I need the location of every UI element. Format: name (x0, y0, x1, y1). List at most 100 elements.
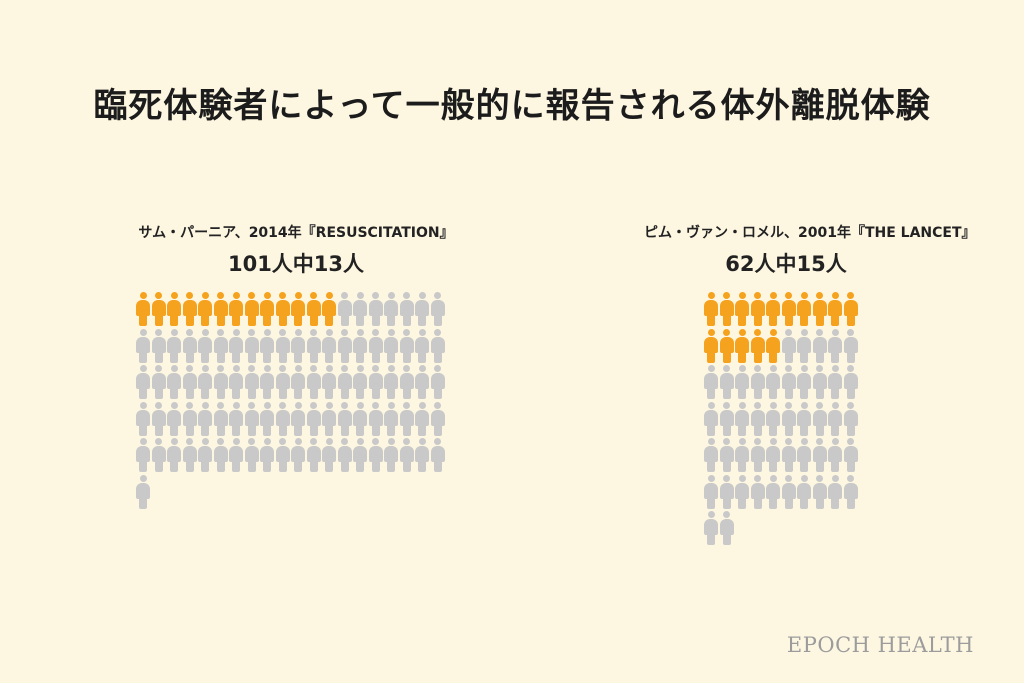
person-icon (843, 401, 858, 436)
person-icon (182, 328, 197, 363)
person-icon (182, 365, 197, 399)
person-icon (291, 328, 305, 363)
person-icon (136, 328, 150, 363)
person-icon (213, 401, 228, 436)
study-source: ピム・ヴァン・ロメル、2001年『THE LANCET』 (644, 225, 976, 241)
person-icon (322, 438, 336, 472)
person-icon-highlighted (322, 292, 336, 326)
person-icon (430, 401, 445, 436)
person-icon (766, 438, 780, 472)
person-icon (229, 438, 243, 472)
person-icon (415, 292, 429, 326)
epoch-health-logo: EPOCH HEALTH (786, 633, 974, 657)
person-icon (843, 328, 858, 363)
person-icon (415, 365, 429, 399)
person-icon (151, 365, 166, 399)
person-icon (399, 365, 414, 399)
person-icon (719, 474, 734, 509)
person-icon (136, 474, 150, 509)
person-icon (797, 474, 811, 509)
person-icon (275, 401, 290, 436)
person-icon (198, 401, 212, 436)
person-icon (244, 401, 259, 436)
person-icon (244, 328, 259, 363)
person-icon-highlighted (750, 328, 765, 363)
person-icon (306, 438, 321, 472)
person-icon (244, 365, 259, 399)
person-icon (229, 328, 243, 363)
person-icon (812, 401, 827, 436)
person-icon (337, 328, 352, 363)
person-icon (322, 328, 336, 363)
person-icon (353, 292, 367, 326)
person-icon (750, 474, 765, 509)
person-icon (735, 401, 749, 436)
person-icon (306, 365, 321, 399)
person-icon-highlighted (704, 328, 718, 363)
person-icon (213, 328, 228, 363)
person-icon (291, 438, 305, 472)
person-icon (704, 474, 718, 509)
person-icon (275, 438, 290, 472)
person-icon (399, 292, 414, 326)
person-icon (368, 365, 383, 399)
person-icon-highlighted (766, 292, 780, 326)
person-icon (368, 438, 383, 472)
person-icon-highlighted (151, 292, 166, 326)
study-panel-van-lommel: ピム・ヴァン・ロメル、2001年『THE LANCET』 62人中15人 (644, 222, 976, 545)
person-icon-highlighted (198, 292, 212, 326)
person-icon (337, 438, 352, 472)
person-icon (828, 474, 842, 509)
person-icon (384, 438, 398, 472)
study-ratio: 101人中13人 (227, 252, 365, 276)
person-icon (415, 328, 429, 363)
person-icon (828, 328, 842, 363)
person-icon (167, 328, 181, 363)
person-icon (229, 401, 243, 436)
person-icon (781, 401, 796, 436)
person-icon (399, 328, 414, 363)
person-icon (750, 365, 765, 399)
person-icon (828, 438, 842, 472)
person-icon (781, 474, 796, 509)
person-icon-highlighted (260, 292, 274, 326)
study-panel-parnia: サム・パーニア、2014年『RESUSCITATION』 101人中13人 (136, 222, 456, 509)
person-icon (399, 438, 414, 472)
person-icon (384, 292, 398, 326)
person-icon-highlighted (781, 292, 796, 326)
person-icon (719, 438, 734, 472)
person-icon (353, 365, 367, 399)
person-icon (151, 401, 166, 436)
person-icon (781, 328, 796, 363)
person-icon (167, 365, 181, 399)
study-source: サム・パーニア、2014年『RESUSCITATION』 (138, 225, 454, 241)
person-icon (337, 401, 352, 436)
person-icon (797, 328, 811, 363)
person-icon (322, 365, 336, 399)
person-icon-highlighted (735, 292, 749, 326)
person-icon (337, 365, 352, 399)
person-icon-highlighted (719, 328, 734, 363)
person-icon (353, 438, 367, 472)
person-icon (260, 328, 274, 363)
person-icon-highlighted (719, 292, 734, 326)
person-icon (198, 365, 212, 399)
person-icon (213, 365, 228, 399)
person-icon (198, 328, 212, 363)
person-icon (136, 438, 150, 472)
person-icon (797, 401, 811, 436)
person-icon (704, 401, 718, 436)
person-icon (766, 474, 780, 509)
person-icon (735, 365, 749, 399)
person-icon (260, 438, 274, 472)
person-icon (167, 438, 181, 472)
person-icon (337, 292, 352, 326)
person-icon (353, 401, 367, 436)
person-icon-highlighted (750, 292, 765, 326)
person-icon (415, 438, 429, 472)
person-icon (812, 438, 827, 472)
person-icon (735, 474, 749, 509)
person-icon (781, 365, 796, 399)
person-icon-highlighted (843, 292, 858, 326)
person-icon (229, 365, 243, 399)
